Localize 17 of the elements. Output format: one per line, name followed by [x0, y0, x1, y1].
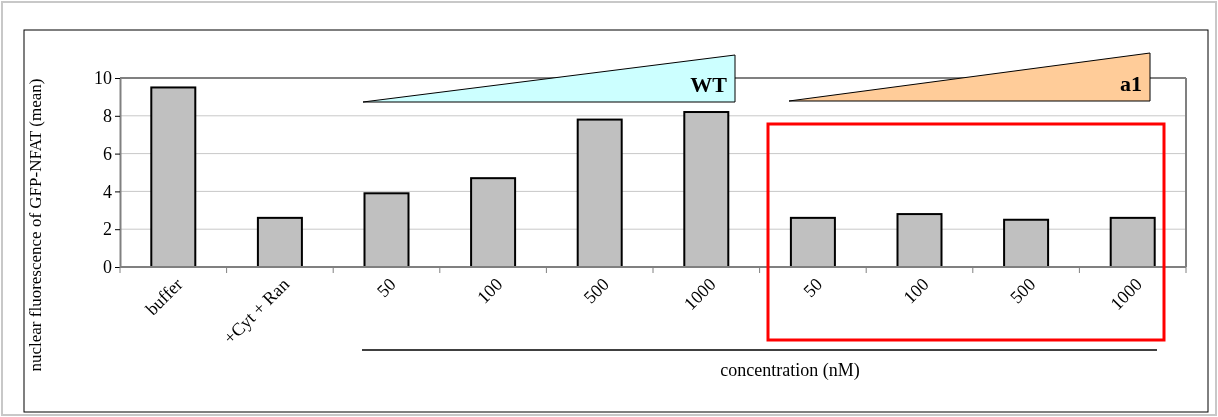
annotation: WT [690, 72, 728, 97]
x-tick-label: +Cyt + Ran [219, 274, 294, 348]
y-tick-label: 4 [103, 181, 112, 202]
x-tick-label: 500 [1006, 274, 1040, 308]
annotation: a1 [1120, 71, 1142, 96]
y-tick-label: 2 [103, 219, 112, 240]
y-tick-label: 6 [103, 143, 112, 164]
x-tick-label: 500 [579, 274, 613, 308]
y-axis-title: nuclear fluorescence of GFP-NFAT (mean) [26, 78, 45, 372]
y-tick-label: 10 [94, 68, 112, 89]
x-tick-label: 50 [372, 274, 400, 302]
x-tick-label: 100 [899, 274, 933, 308]
y-tick-label: 8 [103, 106, 112, 127]
y-tick-label: 0 [103, 257, 112, 278]
x-tick-label: 50 [799, 274, 827, 302]
x-axis-title: concentration (nM) [720, 360, 860, 381]
x-tick-label: 100 [473, 274, 507, 308]
